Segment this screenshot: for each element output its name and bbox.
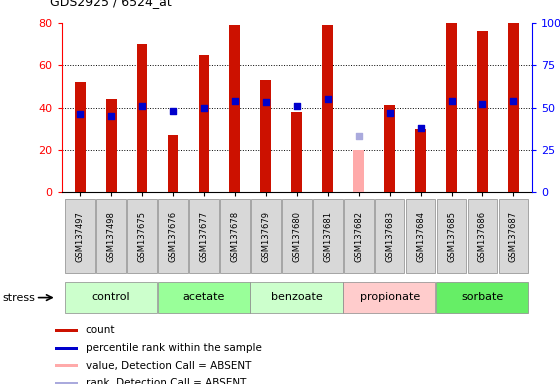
FancyBboxPatch shape [220, 199, 250, 273]
Bar [260, 80, 271, 192]
FancyBboxPatch shape [436, 282, 528, 313]
Point [169, 108, 178, 114]
FancyBboxPatch shape [282, 199, 312, 273]
Bar [415, 129, 426, 192]
FancyBboxPatch shape [189, 199, 219, 273]
FancyBboxPatch shape [343, 282, 436, 313]
Text: GSM137678: GSM137678 [230, 210, 240, 262]
Text: GSM137675: GSM137675 [138, 211, 147, 262]
Text: GSM137686: GSM137686 [478, 210, 487, 262]
Text: GSM137682: GSM137682 [354, 211, 363, 262]
FancyBboxPatch shape [498, 199, 528, 273]
Point [478, 101, 487, 107]
Point [230, 98, 239, 104]
Text: GSM137497: GSM137497 [76, 211, 85, 262]
Bar [55, 347, 78, 349]
Bar [323, 25, 333, 192]
Text: count: count [86, 326, 115, 336]
Text: GSM137677: GSM137677 [199, 210, 208, 262]
Bar [55, 364, 78, 367]
Text: GSM137684: GSM137684 [416, 211, 425, 262]
Point [447, 98, 456, 104]
Point [385, 109, 394, 116]
Text: value, Detection Call = ABSENT: value, Detection Call = ABSENT [86, 361, 251, 371]
Bar [167, 135, 179, 192]
Text: GSM137683: GSM137683 [385, 210, 394, 262]
Bar [230, 25, 240, 192]
Bar [353, 150, 364, 192]
Point [106, 113, 115, 119]
Text: GSM137679: GSM137679 [262, 211, 270, 262]
Point [199, 104, 208, 111]
FancyBboxPatch shape [251, 199, 281, 273]
FancyBboxPatch shape [344, 199, 374, 273]
Point [509, 98, 518, 104]
Bar [137, 44, 147, 192]
Text: GSM137498: GSM137498 [106, 211, 115, 262]
FancyBboxPatch shape [157, 282, 250, 313]
Bar [291, 112, 302, 192]
Text: control: control [92, 292, 130, 302]
Bar [508, 23, 519, 192]
Text: percentile rank within the sample: percentile rank within the sample [86, 343, 262, 353]
FancyBboxPatch shape [437, 199, 466, 273]
Bar [199, 55, 209, 192]
Text: rank, Detection Call = ABSENT: rank, Detection Call = ABSENT [86, 378, 246, 384]
Text: sorbate: sorbate [461, 292, 503, 302]
Point [262, 99, 270, 106]
Text: GDS2925 / 6524_at: GDS2925 / 6524_at [50, 0, 172, 8]
Text: GSM137681: GSM137681 [323, 211, 332, 262]
FancyBboxPatch shape [65, 282, 157, 313]
Point [292, 103, 301, 109]
FancyBboxPatch shape [158, 199, 188, 273]
Text: GSM137687: GSM137687 [509, 210, 518, 262]
FancyBboxPatch shape [250, 282, 343, 313]
Bar [55, 382, 78, 384]
Bar [74, 82, 86, 192]
FancyBboxPatch shape [66, 199, 95, 273]
Point [76, 111, 85, 118]
Text: stress: stress [3, 293, 36, 303]
Point [416, 125, 425, 131]
Bar [384, 106, 395, 192]
Bar [477, 31, 488, 192]
Point [323, 96, 332, 102]
Bar [106, 99, 116, 192]
Text: GSM137676: GSM137676 [169, 210, 178, 262]
Text: GSM137685: GSM137685 [447, 211, 456, 262]
FancyBboxPatch shape [96, 199, 126, 273]
FancyBboxPatch shape [468, 199, 497, 273]
Point [138, 103, 147, 109]
Text: GSM137680: GSM137680 [292, 211, 301, 262]
Point [354, 133, 363, 139]
FancyBboxPatch shape [375, 199, 404, 273]
Bar [55, 329, 78, 332]
FancyBboxPatch shape [406, 199, 436, 273]
Bar [446, 15, 457, 192]
Text: acetate: acetate [183, 292, 225, 302]
Text: propionate: propionate [360, 292, 420, 302]
Text: benzoate: benzoate [271, 292, 323, 302]
FancyBboxPatch shape [313, 199, 343, 273]
FancyBboxPatch shape [127, 199, 157, 273]
